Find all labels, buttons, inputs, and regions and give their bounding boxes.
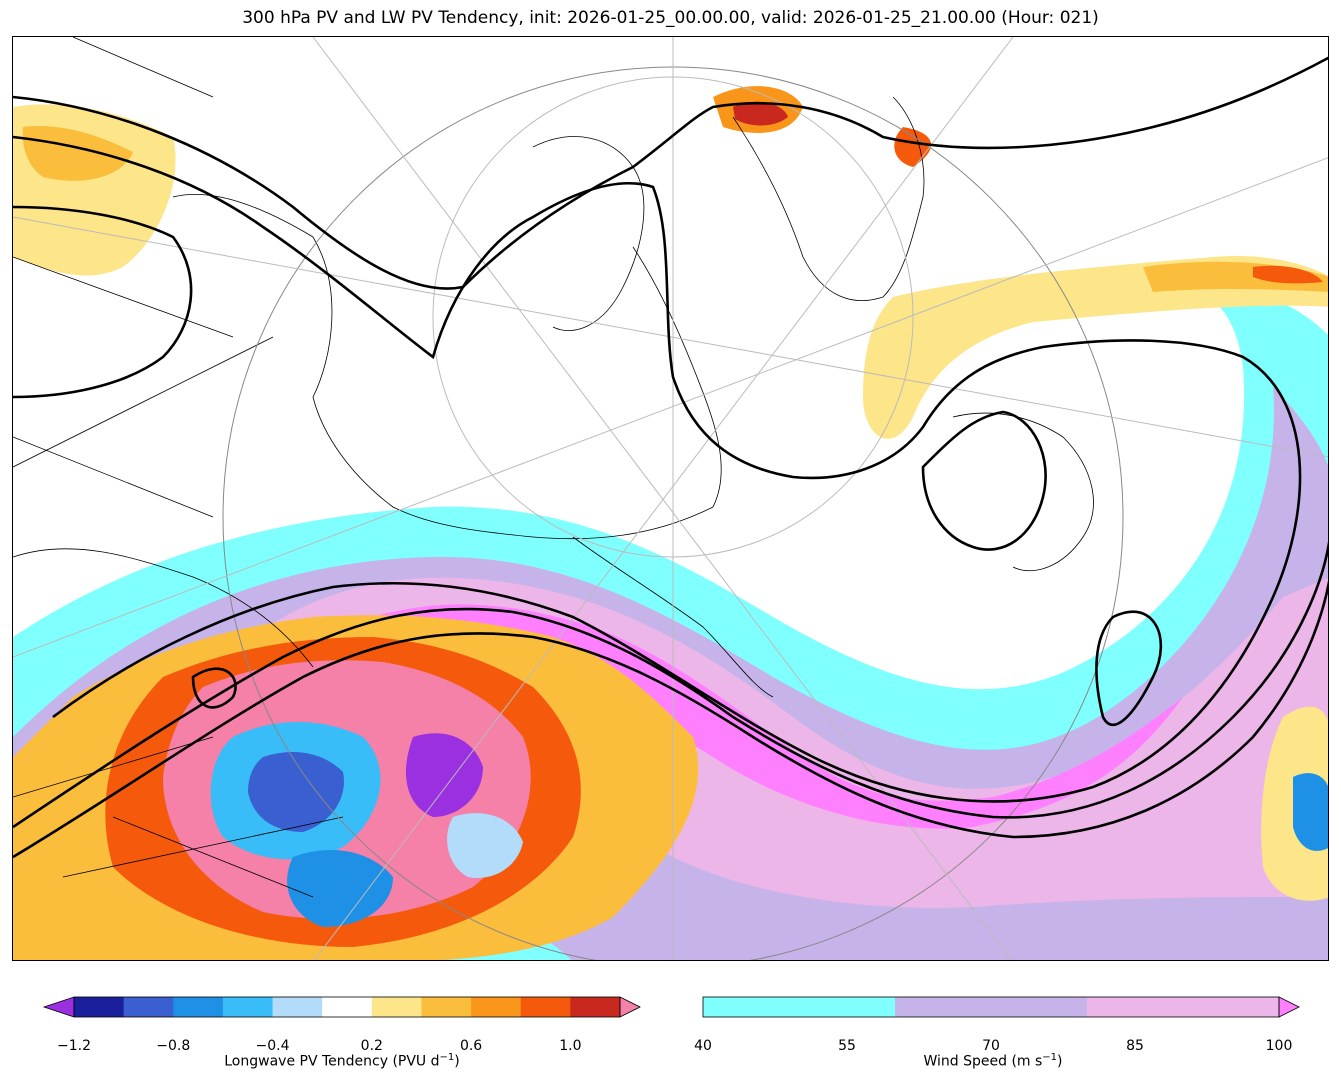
- wind-colorbar-tick-label: 100: [1265, 1038, 1293, 1054]
- pv-label-exponent: −1: [439, 1052, 455, 1063]
- colorbar-segment: [471, 997, 522, 1017]
- wind-speed-colorbar: [702, 996, 1300, 1018]
- colorbar-segment: [520, 997, 571, 1017]
- colorbar-segment: [222, 997, 274, 1017]
- colorbar-segment: [74, 997, 125, 1017]
- colorbar-segment: [895, 997, 1088, 1017]
- pv-contours: [13, 56, 1328, 859]
- pv-colorbar-tick-label: −1.2: [57, 1038, 91, 1054]
- map-title: 300 hPa PV and LW PV Tendency, init: 202…: [242, 8, 1099, 28]
- map-canvas: [13, 37, 1328, 960]
- wind-speed-colorbar-label: Wind Speed (m s−1): [703, 1052, 1283, 1070]
- colorbar-segment: [173, 997, 224, 1017]
- wind-colorbar-tick-label: 70: [982, 1038, 1000, 1054]
- pv-tendency-shading: [13, 86, 1328, 960]
- colorbar-segment: [421, 997, 472, 1017]
- map-panel: [12, 36, 1329, 961]
- colorbar-segment: [272, 997, 323, 1017]
- colorbar-segment: [322, 997, 373, 1017]
- pv-colorbar-tick-label: 0.2: [360, 1038, 383, 1054]
- graticule: [13, 37, 1328, 960]
- wind-speed-colorbar-bar: [702, 996, 1300, 1018]
- pv-colorbar-tick-label: −0.8: [156, 1038, 191, 1054]
- wind-colorbar-tick-label: 85: [1126, 1038, 1144, 1054]
- wind-colorbar-tick-label: 55: [838, 1038, 856, 1054]
- wind-label-exponent: −1: [1042, 1052, 1058, 1063]
- pv-label-prefix: Longwave PV Tendency (PVU d: [224, 1053, 440, 1070]
- colorbar-segment: [123, 997, 174, 1017]
- colorbar-extend-max: [619, 996, 641, 1018]
- wind-colorbar-tick-label: 40: [694, 1038, 712, 1054]
- pv-tendency-colorbar-label: Longwave PV Tendency (PVU d−1): [44, 1052, 640, 1070]
- colorbar-extend-min: [42, 996, 75, 1018]
- colorbar-segment: [371, 997, 422, 1017]
- colorbar-segment: [703, 997, 896, 1017]
- pv-colorbar-tick-label: 0.6: [459, 1038, 483, 1054]
- pv-label-suffix: ): [454, 1053, 460, 1070]
- colorbar-extend-max: [1278, 996, 1300, 1018]
- colorbar-segment: [570, 997, 621, 1017]
- wind-label-suffix: ): [1057, 1053, 1063, 1070]
- wind-label-prefix: Wind Speed (m s: [923, 1053, 1043, 1070]
- colorbar-segment: [1087, 997, 1280, 1017]
- colorbar-border: [73, 996, 621, 1018]
- pv-tendency-colorbar: [42, 996, 641, 1018]
- colorbar-border: [702, 996, 1280, 1018]
- pv-colorbar-tick-label: −0.4: [255, 1038, 290, 1054]
- pv-colorbar-tick-label: 1.0: [559, 1038, 582, 1054]
- pv-tendency-colorbar-bar: [42, 996, 641, 1018]
